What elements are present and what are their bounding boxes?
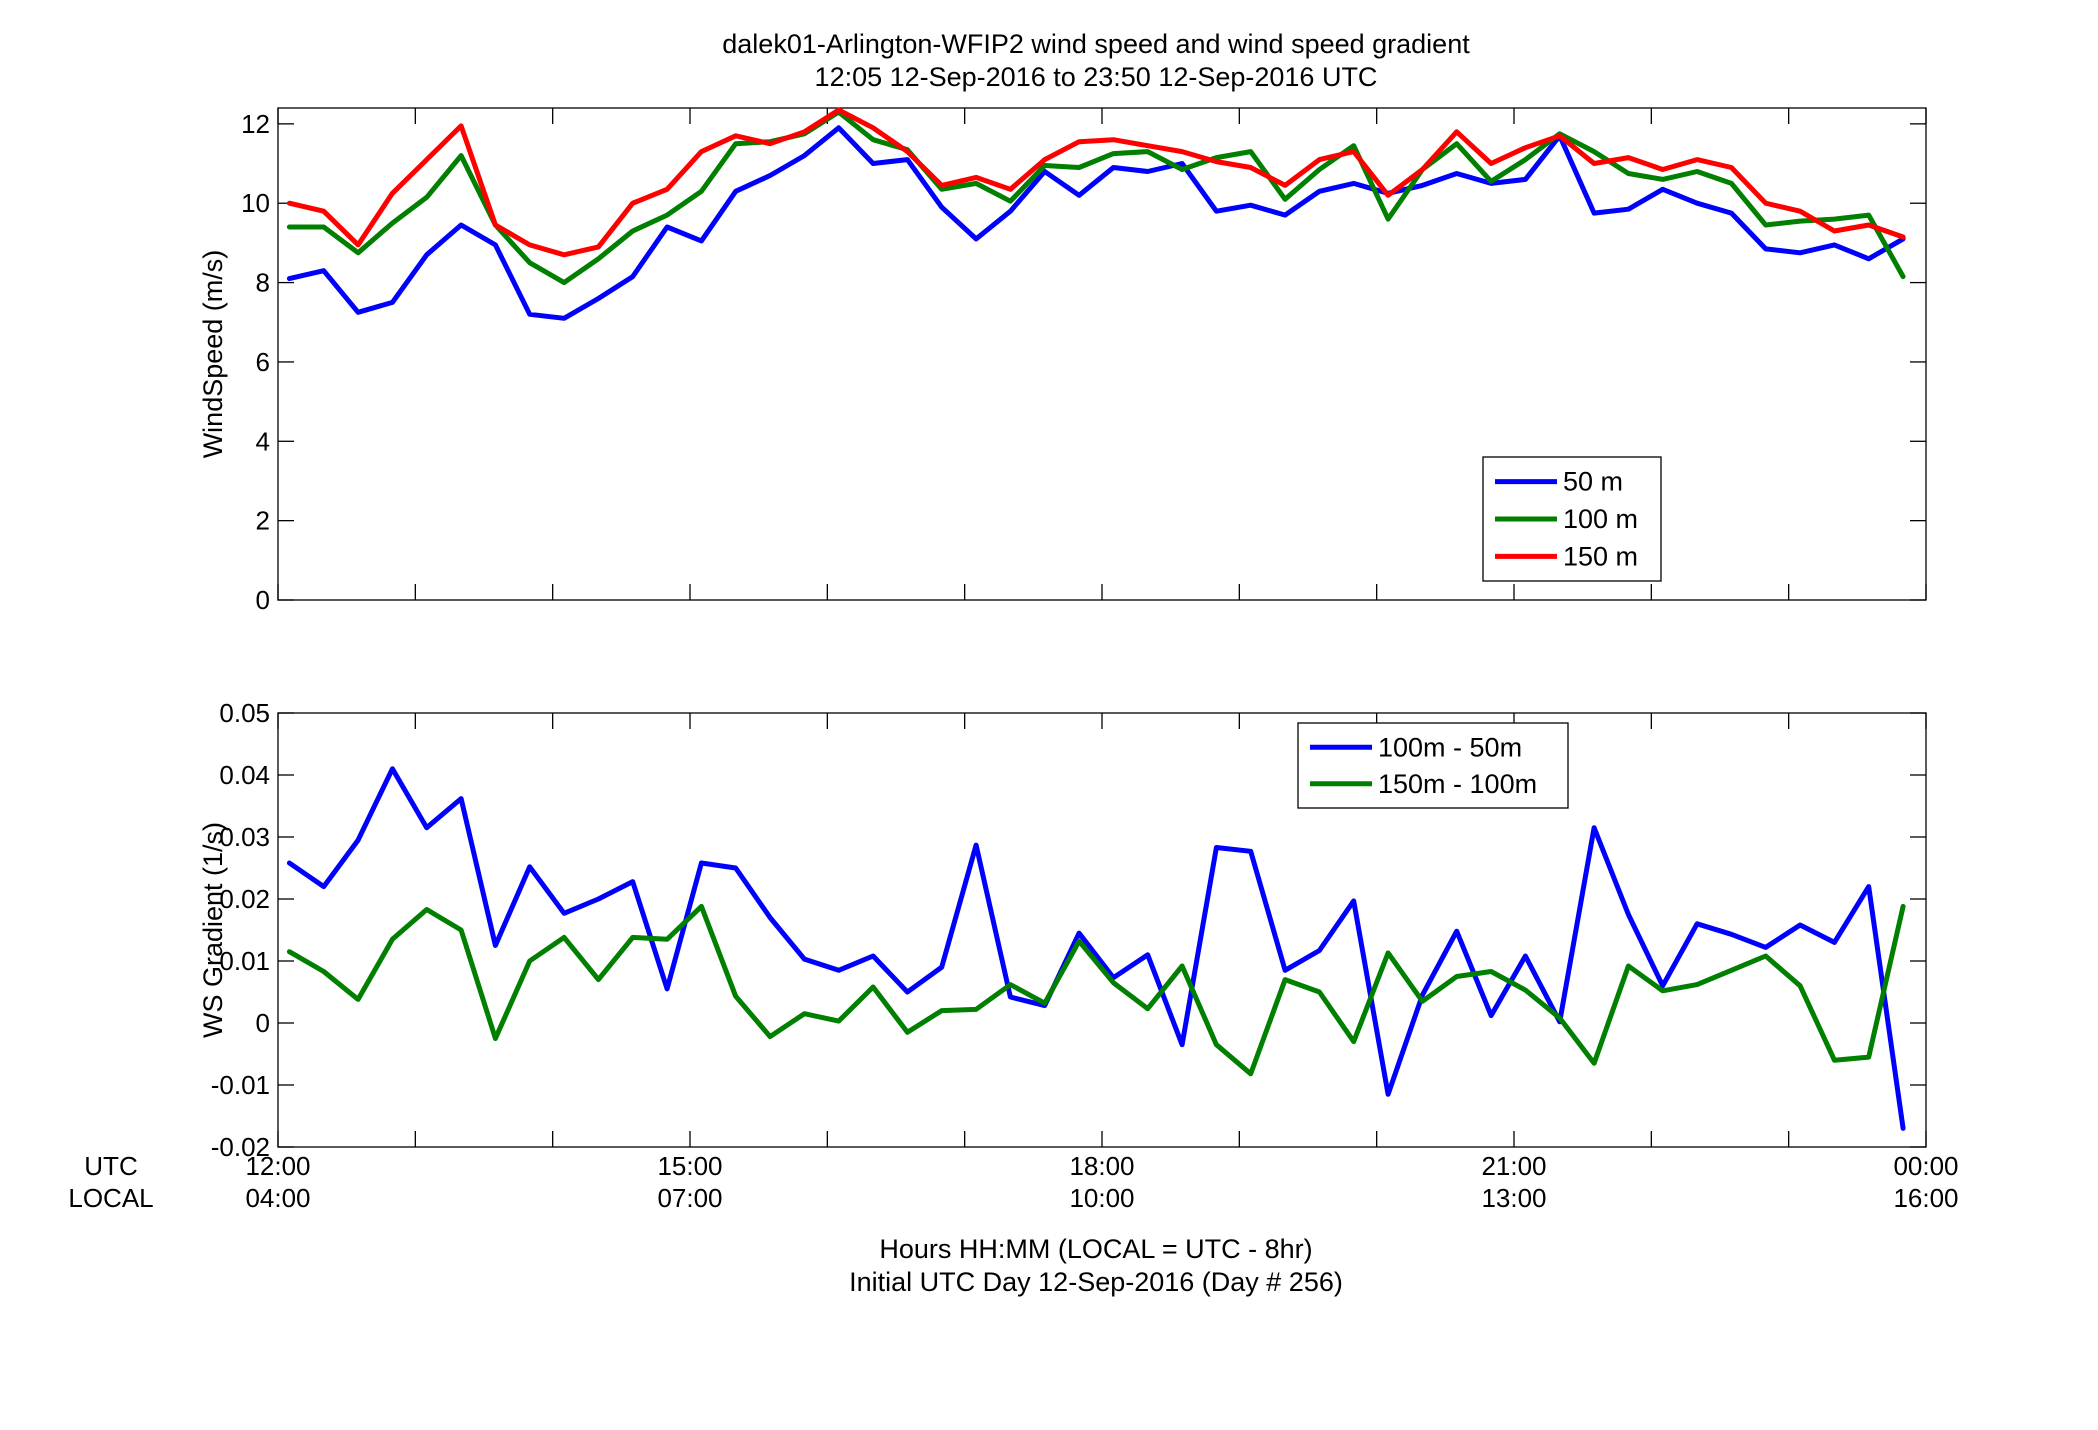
y-tick-label: 0.05 [219,698,270,728]
utc-row-label: UTC [84,1151,137,1181]
legend-label-line-100m: 100 m [1563,504,1638,534]
y-tick-label: 0 [256,585,270,615]
legend-label-line-150m: 150 m [1563,541,1638,571]
gradient-y-axis-label: WS Gradient (1/s) [198,822,228,1038]
y-tick-label: 0.01 [219,946,270,976]
gradient-ticks: -0.02 -0.01 0 0.01 0.02 0.03 0.04 0.05 [211,698,1927,1162]
gradient-panel: -0.02 -0.01 0 0.01 0.02 0.03 0.04 0.05 WS Gradi… [198,698,1927,1162]
series-line-150m-minus-100m [286,903,1906,1077]
x-tick-label-utc: 00:00 [1893,1151,1958,1181]
y-tick-label: 10 [241,188,270,218]
y-tick-label: 4 [256,426,270,456]
x-tick-label-local: 07:00 [657,1183,722,1213]
y-tick-label: 0 [256,1008,270,1038]
series-line-50m [286,125,1906,321]
x-tick-label-utc: 21:00 [1481,1151,1546,1181]
x-tick-label-local: 04:00 [245,1183,310,1213]
x-tick-label-local: 10:00 [1069,1183,1134,1213]
windspeed-panel: 0 2 4 6 8 10 12 WindSpeed (m/s) 50 m 100 m 150 m [198,107,1927,615]
windspeed-legend: 50 m 100 m 150 m [1482,456,1662,582]
figure-subtitle: 12:05 12-Sep-2016 to 23:50 12-Sep-2016 U… [815,62,1378,92]
x-tick-label-local: 16:00 [1893,1183,1958,1213]
legend-label-line-50m: 50 m [1563,467,1623,497]
series-line-100m [286,109,1906,286]
series-line-100m-minus-50m [286,766,1906,1131]
x-axis-sublabel: Initial UTC Day 12-Sep-2016 (Day # 256) [849,1267,1343,1297]
windspeed-ticks: 0 2 4 6 8 10 12 [241,108,1927,615]
y-tick-label: 12 [241,109,270,139]
local-row-label: LOCAL [68,1183,153,1213]
legend-box [1297,722,1569,809]
x-axis-label: Hours HH:MM (LOCAL = UTC - 8hr) [879,1234,1312,1264]
y-tick-label: 0.04 [219,760,270,790]
windspeed-lines [286,107,1906,321]
series-line-150m [286,107,1906,258]
y-tick-label: 2 [256,506,270,536]
legend-label-line-100m-minus-50m: 100m - 50m [1378,732,1522,762]
windspeed-y-axis-label: WindSpeed (m/s) [198,250,228,459]
y-tick-label: -0.01 [211,1070,270,1100]
x-tick-label-utc: 18:00 [1069,1151,1134,1181]
y-tick-label: 8 [256,268,270,298]
figure-title: dalek01-Arlington-WFIP2 wind speed and w… [722,29,1470,59]
y-tick-label: 6 [256,347,270,377]
y-tick-label: 0.03 [219,822,270,852]
y-tick-label: -0.02 [211,1132,270,1162]
x-tick-label-local: 13:00 [1481,1183,1546,1213]
x-tick-label-utc: 15:00 [657,1151,722,1181]
x-tick-label-utc: 12:00 [245,1151,310,1181]
y-tick-label: 0.02 [219,884,270,914]
legend-label-line-150m-minus-100m: 150m - 100m [1378,769,1537,799]
gradient-legend: 100m - 50m 150m - 100m [1297,722,1569,809]
gradient-lines [286,766,1906,1131]
